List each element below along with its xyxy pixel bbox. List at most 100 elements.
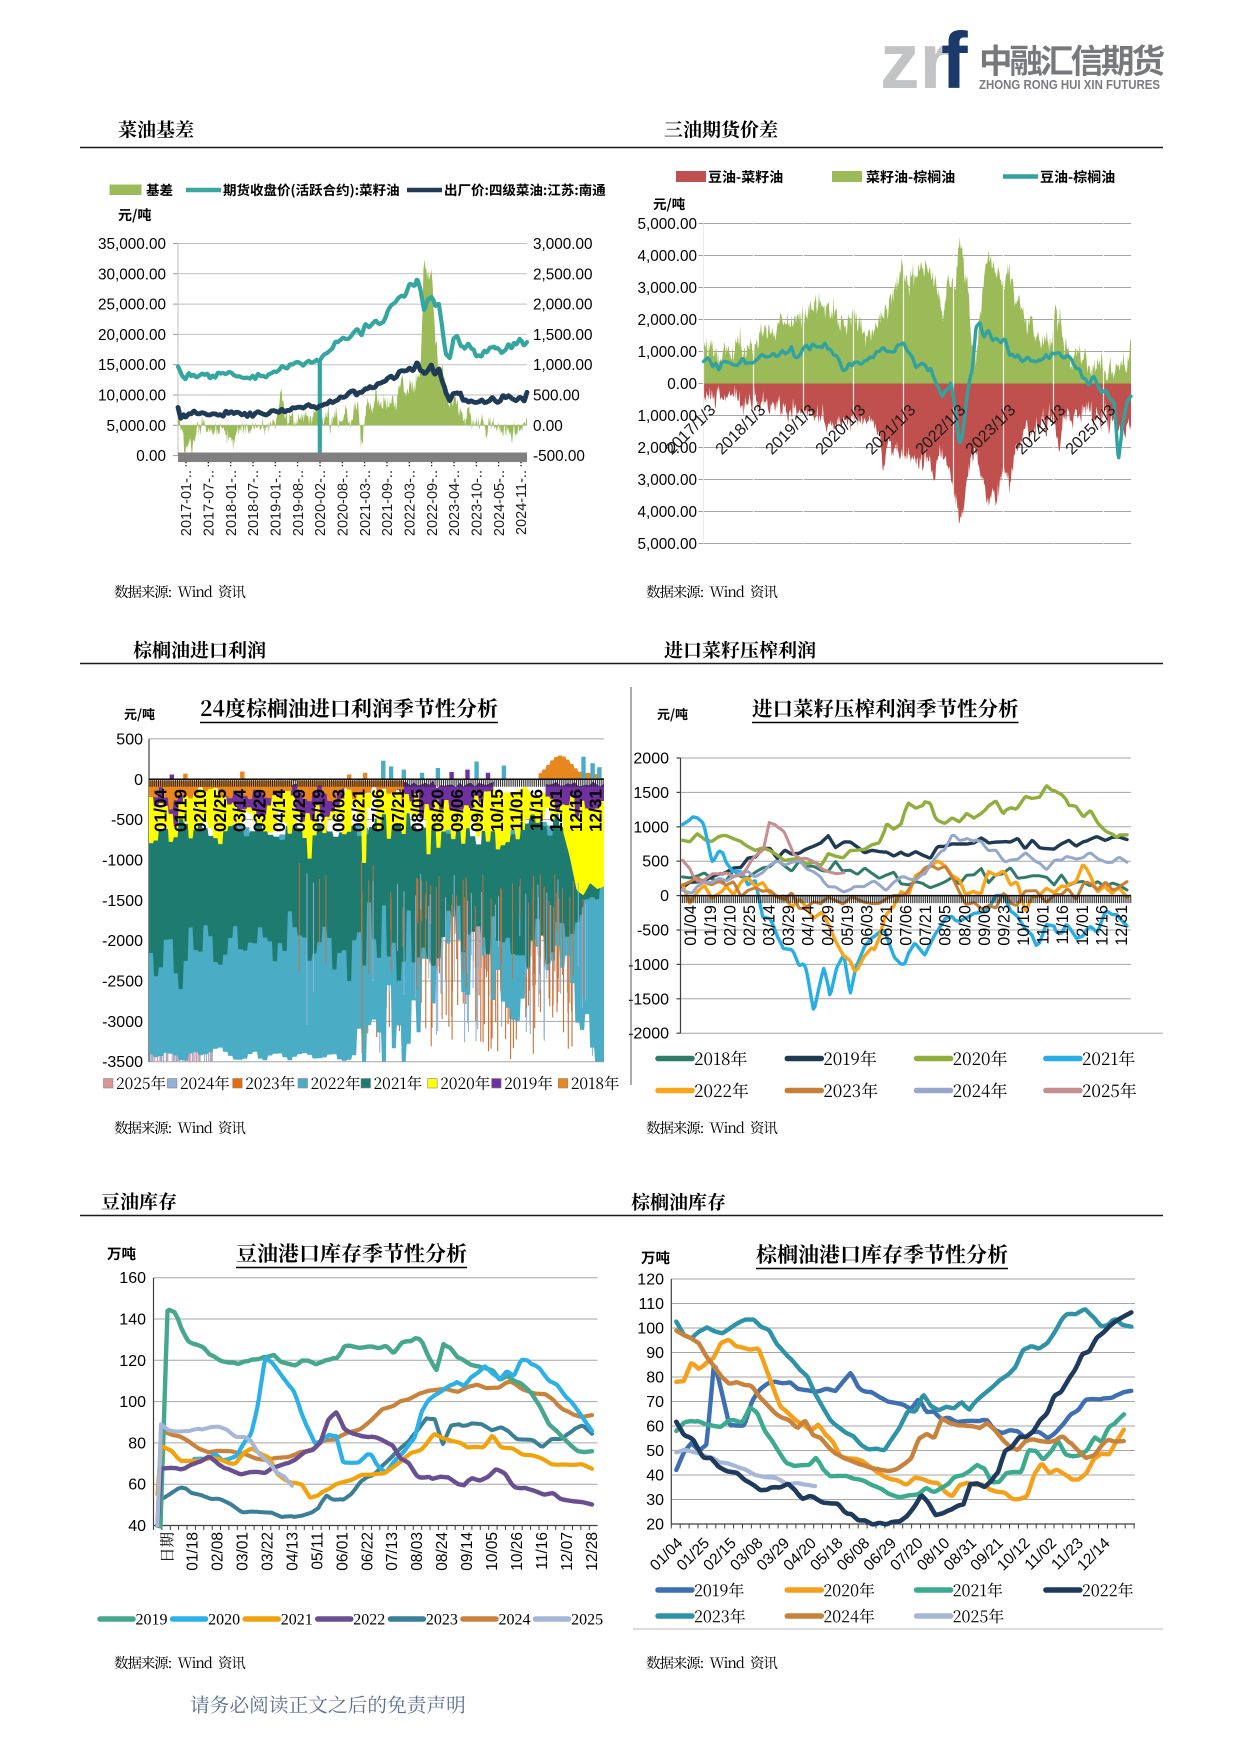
svg-text:10/05: 10/05	[484, 1532, 501, 1571]
svg-text:02/10: 02/10	[721, 905, 739, 946]
svg-text:3,000.00: 3,000.00	[637, 472, 697, 489]
svg-text:12/31: 12/31	[586, 789, 606, 832]
svg-text:11/01: 11/01	[507, 789, 527, 832]
svg-text:05/19: 05/19	[839, 905, 857, 946]
svg-text:01/19: 01/19	[702, 905, 720, 946]
svg-text:2018-01-..: 2018-01-..	[224, 470, 240, 536]
svg-text:2021: 2021	[281, 1612, 313, 1629]
svg-text:-3000: -3000	[102, 1014, 143, 1031]
svg-text:02/08: 02/08	[210, 1532, 227, 1571]
svg-text:2024-11-..: 2024-11-..	[514, 470, 530, 535]
svg-text:10/15: 10/15	[487, 789, 507, 832]
svg-text:04/29: 04/29	[819, 905, 837, 946]
svg-text:03/01: 03/01	[235, 1532, 252, 1571]
svg-text:05/11: 05/11	[309, 1532, 326, 1570]
svg-text:2020-02-..: 2020-02-..	[313, 470, 329, 536]
svg-text:60: 60	[128, 1477, 146, 1494]
svg-text:1,000.00: 1,000.00	[637, 408, 697, 425]
svg-text:2025: 2025	[571, 1612, 603, 1629]
svg-text:60: 60	[646, 1419, 664, 1436]
svg-text:160: 160	[119, 1270, 146, 1287]
svg-text:10/26: 10/26	[509, 1532, 526, 1571]
svg-text:06/21: 06/21	[878, 905, 896, 946]
svg-text:80: 80	[128, 1435, 146, 1452]
svg-text:2017-07-..: 2017-07-..	[202, 470, 218, 536]
svg-text:100: 100	[637, 1321, 664, 1338]
svg-text:500: 500	[116, 731, 143, 748]
svg-text:0.00: 0.00	[533, 418, 563, 435]
svg-text:2023-10-..: 2023-10-..	[470, 470, 486, 536]
svg-text:40: 40	[646, 1468, 664, 1485]
svg-text:4,000.00: 4,000.00	[637, 504, 697, 521]
svg-text:04/13: 04/13	[284, 1532, 301, 1571]
svg-text:11/16: 11/16	[526, 789, 546, 831]
svg-text:30: 30	[646, 1492, 664, 1509]
svg-text:06/03: 06/03	[858, 905, 876, 946]
svg-text:-2000: -2000	[102, 933, 143, 950]
svg-text:2000: 2000	[633, 751, 669, 768]
svg-text:07/21: 07/21	[388, 789, 408, 832]
svg-text:05/19: 05/19	[309, 789, 329, 832]
svg-text:500.00: 500.00	[533, 388, 580, 405]
svg-text:12/16: 12/16	[566, 789, 586, 832]
svg-text:2020-08-..: 2020-08-..	[336, 470, 352, 536]
svg-text:140: 140	[119, 1312, 146, 1329]
svg-text:2019: 2019	[136, 1612, 168, 1629]
svg-text:-500: -500	[111, 812, 143, 829]
svg-text:1,000.00: 1,000.00	[533, 357, 593, 374]
svg-text:5,000.00: 5,000.00	[106, 418, 166, 435]
svg-text:04/29: 04/29	[289, 789, 309, 832]
svg-text:-500: -500	[637, 923, 669, 940]
svg-text:-1500: -1500	[628, 991, 669, 1008]
svg-text:50: 50	[646, 1443, 664, 1460]
svg-text:1000: 1000	[633, 819, 669, 836]
svg-text:2018/1/3: 2018/1/3	[712, 401, 769, 458]
svg-text:-2500: -2500	[102, 974, 143, 991]
svg-text:35,000.00: 35,000.00	[98, 236, 166, 253]
svg-text:2,000.00: 2,000.00	[637, 312, 697, 329]
svg-text:02/25: 02/25	[741, 905, 759, 946]
svg-text:2,000.00: 2,000.00	[637, 440, 697, 457]
svg-text:20: 20	[646, 1517, 664, 1534]
svg-text:2024-05-..: 2024-05-..	[492, 470, 508, 536]
svg-text:20,000.00: 20,000.00	[98, 327, 166, 344]
svg-text:06/21: 06/21	[348, 789, 368, 832]
svg-text:zr: zr	[880, 16, 950, 105]
svg-text:10,000.00: 10,000.00	[98, 388, 166, 405]
svg-text:01/18: 01/18	[185, 1532, 202, 1571]
svg-text:04/14: 04/14	[269, 789, 289, 832]
svg-text:09/14: 09/14	[459, 1532, 476, 1571]
svg-text:-500.00: -500.00	[533, 448, 585, 465]
svg-text:08/03: 08/03	[409, 1532, 426, 1571]
svg-text:07/06: 07/06	[898, 905, 916, 946]
svg-text:08/24: 08/24	[434, 1532, 451, 1571]
svg-text:110: 110	[638, 1296, 664, 1313]
svg-text:f: f	[941, 16, 968, 105]
svg-text:12/16: 12/16	[1093, 905, 1111, 946]
svg-text:12/01: 12/01	[546, 789, 566, 832]
svg-text:70: 70	[646, 1394, 664, 1411]
svg-text:06/01: 06/01	[334, 1532, 351, 1571]
svg-text:01/04: 01/04	[682, 905, 700, 946]
svg-text:01/19: 01/19	[170, 789, 190, 832]
svg-text:40: 40	[128, 1518, 146, 1535]
svg-text:2022-09-..: 2022-09-..	[425, 470, 441, 536]
svg-text:-1000: -1000	[102, 853, 143, 870]
svg-text:07/06: 07/06	[368, 789, 388, 832]
svg-text:2019-08-..: 2019-08-..	[291, 470, 307, 536]
svg-text:2023-04-..: 2023-04-..	[447, 470, 463, 536]
svg-text:0.00: 0.00	[667, 376, 697, 393]
svg-text:2024: 2024	[499, 1612, 531, 1629]
svg-text:06/22: 06/22	[359, 1532, 376, 1571]
svg-text:3,000.00: 3,000.00	[637, 280, 697, 297]
svg-text:03/22: 03/22	[260, 1532, 277, 1571]
svg-text:01/04: 01/04	[151, 789, 171, 832]
svg-text:12/07: 12/07	[559, 1532, 576, 1571]
svg-text:12/01: 12/01	[1074, 905, 1092, 946]
svg-text:08/20: 08/20	[427, 789, 447, 832]
svg-text:3,000.00: 3,000.00	[533, 236, 593, 253]
svg-text:-2000: -2000	[628, 1026, 669, 1043]
svg-text:120: 120	[637, 1272, 664, 1289]
svg-text:4,000.00: 4,000.00	[637, 248, 697, 265]
svg-text:08/20: 08/20	[956, 905, 974, 946]
